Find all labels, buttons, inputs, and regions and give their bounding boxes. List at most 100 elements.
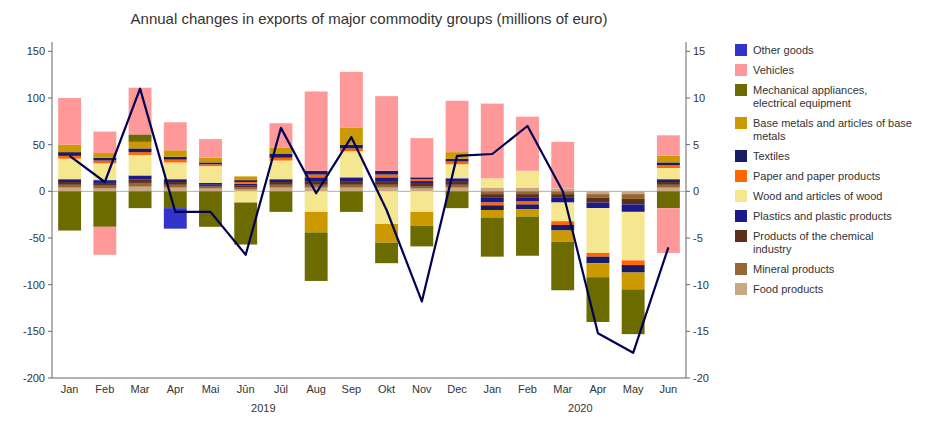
bar-segment bbox=[622, 191, 645, 192]
bar-segment bbox=[269, 182, 292, 185]
bar-segment bbox=[410, 187, 433, 189]
bar-segment bbox=[375, 185, 398, 188]
bar-segment bbox=[516, 194, 539, 198]
bar-segment bbox=[622, 204, 645, 211]
bar-segment bbox=[58, 179, 81, 182]
bar-segment bbox=[657, 135, 680, 136]
bar-segment bbox=[481, 194, 504, 198]
legend-label: Mineral products bbox=[753, 263, 835, 275]
legend-swatch bbox=[735, 283, 747, 295]
bar-segment bbox=[93, 254, 116, 255]
bar-segment bbox=[410, 191, 433, 212]
bar-segment bbox=[622, 194, 645, 199]
bar-segment bbox=[129, 155, 152, 176]
bar-segment bbox=[234, 186, 257, 188]
bar-segment bbox=[234, 176, 257, 177]
bar-segment bbox=[375, 181, 398, 185]
bar-segment bbox=[375, 175, 398, 178]
bar-segment bbox=[622, 191, 645, 192]
bar-segment bbox=[551, 141, 574, 142]
bar-segment bbox=[234, 189, 257, 191]
bar-segment bbox=[269, 191, 292, 212]
bar-segment bbox=[481, 203, 504, 206]
x-tick-label: Jun bbox=[660, 383, 678, 395]
bar-segment bbox=[93, 131, 116, 132]
y2-tick bbox=[686, 238, 690, 239]
legend-swatch bbox=[735, 170, 747, 182]
bar-segment bbox=[129, 134, 152, 141]
y2-tick-label: -5 bbox=[693, 232, 703, 244]
y-tick bbox=[48, 331, 52, 332]
x-tick-label: Dec bbox=[447, 383, 467, 395]
bar-segment bbox=[164, 160, 187, 163]
y-tick bbox=[48, 51, 52, 52]
y2-tick bbox=[686, 284, 690, 285]
bar-segment bbox=[657, 156, 680, 163]
bar-segment bbox=[551, 231, 574, 242]
bar-segment bbox=[516, 116, 539, 117]
bar-segment bbox=[657, 162, 680, 165]
bar-segment bbox=[622, 265, 645, 272]
bar-segment bbox=[446, 164, 469, 178]
bar-segment bbox=[305, 91, 328, 170]
bar-segment bbox=[305, 280, 328, 281]
x-tick-label: Mai bbox=[202, 383, 220, 395]
legend-label-line: Plastics and plastic products bbox=[753, 210, 892, 222]
bar-segment bbox=[58, 98, 81, 145]
legend-label-line: industry bbox=[753, 243, 792, 255]
x-tick-label: Jūl bbox=[274, 383, 288, 395]
bar-segment bbox=[586, 191, 609, 192]
bar-segment bbox=[199, 158, 222, 163]
bar-segment bbox=[199, 162, 222, 164]
bar-segment bbox=[551, 198, 574, 203]
bar-segment bbox=[586, 208, 609, 253]
y-tick-label: -200 bbox=[23, 372, 45, 384]
bar-segment bbox=[622, 191, 645, 192]
x-tick-label: Mar bbox=[553, 383, 572, 395]
x-tick-label: Nov bbox=[412, 383, 432, 395]
bar-segment bbox=[58, 98, 81, 99]
bar-segment bbox=[164, 188, 187, 192]
bar-segment bbox=[93, 189, 116, 192]
x-tick-label: Jan bbox=[61, 383, 79, 395]
bar-segment bbox=[481, 198, 504, 203]
annotation: 2019 bbox=[251, 402, 275, 414]
bar-segment bbox=[93, 163, 116, 180]
y-tick-label: 100 bbox=[27, 92, 45, 104]
legend-label-line: Wood and articles of wood bbox=[753, 190, 882, 202]
bar-segment bbox=[269, 161, 292, 180]
x-tick-label: Aug bbox=[306, 383, 326, 395]
bar-segment bbox=[657, 185, 680, 188]
bar-segment bbox=[164, 157, 187, 160]
y-tick bbox=[48, 378, 52, 379]
legend-label: Textiles bbox=[753, 150, 790, 162]
bar-segment bbox=[375, 263, 398, 264]
y2-tick bbox=[686, 331, 690, 332]
bar-segment bbox=[410, 184, 433, 187]
bar-segment bbox=[622, 191, 645, 192]
bar-segment bbox=[657, 135, 680, 156]
bar-segment bbox=[622, 191, 645, 192]
bar-segment bbox=[446, 181, 469, 185]
y-tick-label: 0 bbox=[39, 185, 45, 197]
x-tick-label: Apr bbox=[589, 383, 606, 395]
bar-segment bbox=[586, 191, 609, 192]
y2-tick bbox=[686, 191, 690, 192]
legend-label-line: Food products bbox=[753, 283, 824, 295]
bar-segment bbox=[481, 104, 504, 179]
bar-segment bbox=[164, 122, 187, 150]
bar-segment bbox=[375, 243, 398, 264]
bar-segment bbox=[622, 191, 645, 194]
bar-segment bbox=[516, 202, 539, 205]
bar-segment bbox=[446, 208, 469, 209]
bar-segment bbox=[516, 191, 539, 194]
bar-segment bbox=[516, 171, 539, 188]
bar-segment bbox=[234, 176, 257, 177]
bar-segment bbox=[129, 191, 152, 208]
bar-segment bbox=[446, 191, 469, 208]
y2-tick-label: 10 bbox=[693, 92, 705, 104]
legend-swatch bbox=[735, 190, 747, 202]
bar-segment bbox=[375, 263, 398, 264]
legend-swatch bbox=[735, 44, 747, 56]
bar-segment bbox=[129, 183, 152, 187]
